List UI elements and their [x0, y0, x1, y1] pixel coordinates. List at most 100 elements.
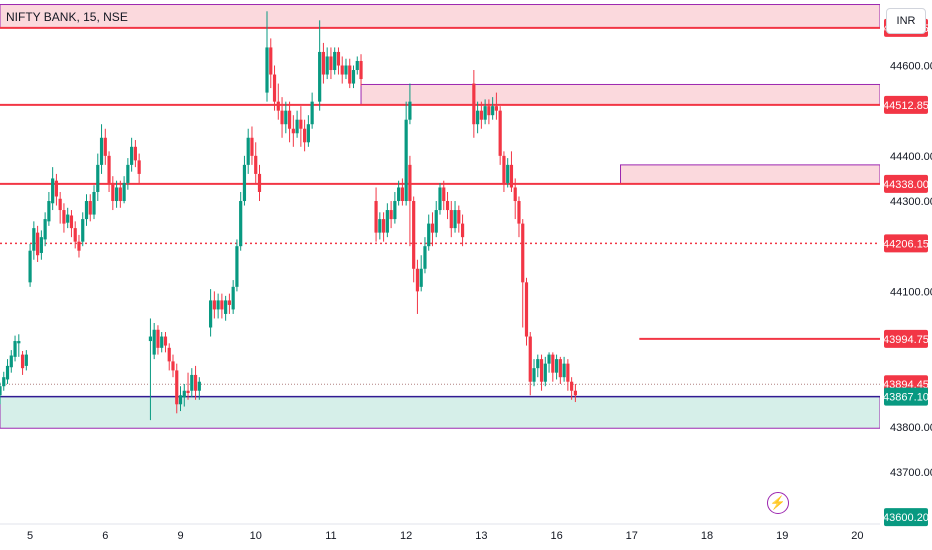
price-label: 44206.15	[883, 238, 929, 250]
candle-body	[487, 106, 491, 116]
candle-body	[32, 228, 36, 251]
candle-body	[107, 155, 111, 183]
candle-body	[231, 286, 235, 310]
price-label: 43994.75	[883, 334, 929, 346]
candle-body	[517, 201, 521, 224]
candle-body	[558, 359, 562, 378]
candle-body	[36, 232, 40, 256]
candle-body	[374, 201, 378, 233]
candle-body	[88, 201, 92, 215]
candle-body	[381, 219, 386, 233]
candle-body	[182, 390, 186, 398]
candle-body	[287, 110, 292, 129]
candle-body	[178, 395, 183, 405]
candle-body	[532, 368, 536, 382]
lightning-icon[interactable]: ⚡	[767, 492, 789, 514]
candle-body	[99, 137, 104, 165]
candle-body	[77, 241, 81, 251]
currency-selector[interactable]: INR	[886, 8, 926, 34]
candle-body	[457, 210, 461, 224]
candle-body	[430, 223, 435, 233]
x-tick-label: 20	[851, 530, 863, 542]
candle-body	[400, 187, 404, 202]
candle-body	[389, 210, 393, 220]
candle-body	[536, 359, 540, 369]
candle-body	[310, 101, 314, 125]
x-tick-label: 9	[177, 530, 183, 542]
candle-body	[408, 164, 412, 202]
candle-body	[137, 160, 141, 174]
candle-body	[393, 201, 397, 220]
candle-body	[235, 246, 239, 287]
candle-body	[208, 300, 213, 328]
price-label: 43600.20	[883, 512, 929, 524]
candle-body	[415, 268, 420, 292]
price-label: 44512.85	[883, 100, 929, 112]
candle-body	[498, 110, 502, 156]
candle-body	[54, 180, 59, 197]
candle-body	[340, 65, 344, 75]
candle-body	[423, 246, 427, 269]
candle-body	[5, 365, 10, 380]
candle-body	[303, 128, 307, 143]
candle-body	[385, 210, 389, 233]
candle-body	[197, 381, 201, 391]
candle-body	[73, 228, 77, 242]
candle-body	[220, 300, 224, 310]
y-tick-label: 44600.00	[890, 61, 932, 73]
candle-body	[483, 106, 487, 120]
candle-body	[276, 101, 280, 111]
candle-body	[355, 60, 359, 71]
candle-body	[453, 210, 457, 229]
y-tick-label: 43800.00	[890, 422, 932, 434]
price-label-bg	[884, 174, 928, 193]
zone-resistance-1	[360, 83, 881, 106]
candle-body	[329, 56, 333, 71]
candle-body	[336, 51, 341, 66]
candle-body	[122, 182, 126, 202]
candle-body	[442, 187, 446, 202]
candle-body	[299, 119, 303, 129]
candle-body	[460, 223, 465, 238]
candle-body	[269, 47, 273, 75]
candle-body	[566, 363, 570, 382]
candle-body	[175, 370, 179, 405]
candle-body	[547, 354, 551, 364]
candle-body	[570, 381, 574, 391]
x-tick-label: 17	[626, 530, 638, 542]
candle-body	[250, 137, 254, 156]
candle-body	[47, 201, 51, 222]
candle-body	[62, 210, 66, 224]
candle-body	[167, 347, 171, 362]
candle-body	[476, 110, 480, 125]
candle-body	[344, 65, 348, 75]
candle-body	[348, 65, 352, 84]
candle-body	[246, 137, 250, 165]
candle-body	[491, 106, 495, 116]
candle-body	[554, 359, 559, 373]
x-tick-label: 11	[325, 530, 336, 542]
candle-body	[114, 187, 119, 202]
candle-body	[280, 110, 284, 125]
candle-body	[573, 390, 577, 396]
candle-body	[111, 182, 115, 202]
x-tick-label: 19	[776, 530, 788, 542]
zone-resistance-2	[620, 164, 881, 185]
candle-body	[156, 329, 160, 348]
candle-body	[562, 363, 566, 378]
x-tick-label: 5	[27, 530, 33, 542]
candle-body	[66, 214, 70, 223]
candle-body	[58, 198, 62, 211]
price-label: 44338.00	[883, 179, 929, 191]
candle-body	[190, 374, 194, 391]
candle-body	[351, 70, 356, 84]
y-tick-label: 43700.00	[890, 467, 932, 479]
price-label-bg	[884, 329, 928, 348]
candle-body	[148, 336, 153, 342]
candle-body	[171, 361, 175, 371]
x-tick-label: 18	[701, 530, 713, 542]
candle-body	[81, 219, 85, 242]
candle-body	[445, 201, 450, 211]
x-tick-label: 13	[475, 530, 487, 542]
